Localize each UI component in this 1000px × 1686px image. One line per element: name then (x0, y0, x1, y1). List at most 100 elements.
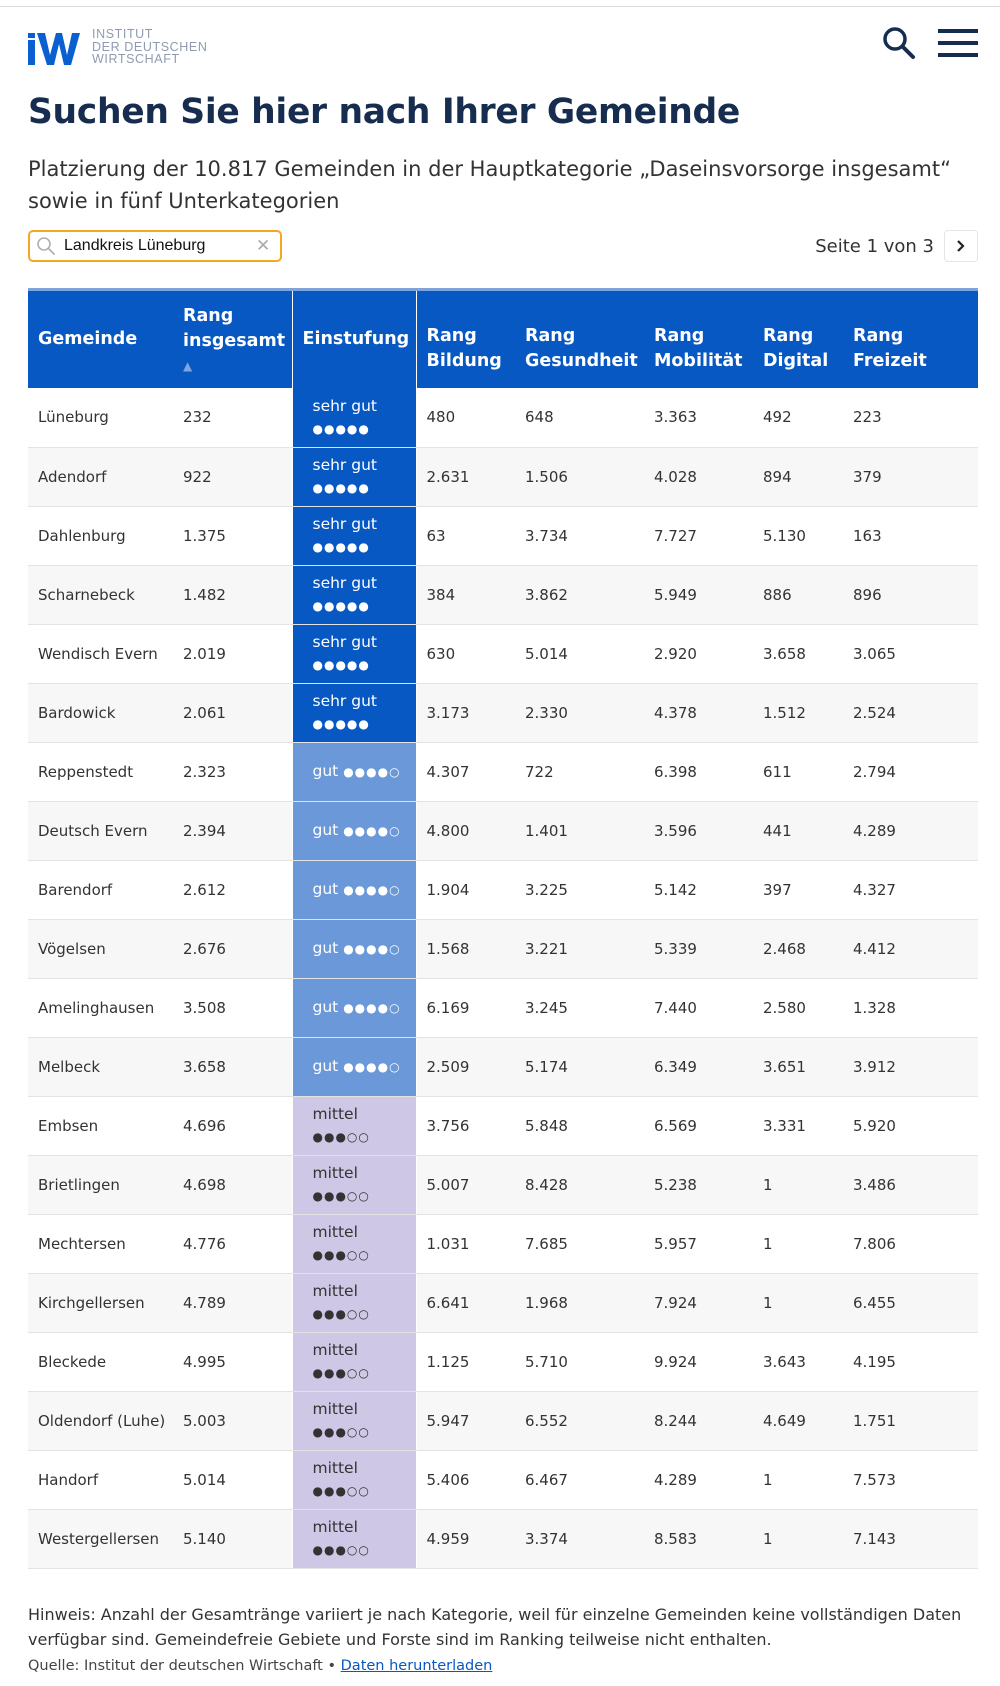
sort-ascending-icon[interactable]: ▲ (183, 358, 193, 373)
table-row[interactable]: Bardowick 2.061 sehr gut ●●●●● 3.173 2.330 4.3… (28, 683, 978, 743)
table-row[interactable]: Amelinghausen 3.508 gut ●●●●○ 6.169 3.245 7.4… (28, 978, 978, 1038)
table-row[interactable]: Kirchgellersen 4.789 mittel ●●●○○ 6.641 1.968… (28, 1273, 978, 1333)
rating-label: mittel (312, 1518, 358, 1536)
cell-rang-gesundheit-value: 3.862 (525, 585, 568, 604)
cell-rang-mobilitaet-value: 3.596 (654, 821, 697, 840)
cell-rang-insgesamt: 2.061 (173, 683, 292, 743)
cell-rang-bildung-value: 3.173 (426, 703, 470, 722)
ranking-table-container[interactable]: Gemeinde Rang insgesamt ▲ Einstufung Ran… (28, 288, 978, 1569)
cell-gemeinde-value: Melbeck (38, 1057, 101, 1076)
table-row[interactable]: Scharnebeck 1.482 sehr gut ●●●●● 384 3.862 5.9… (28, 565, 978, 625)
rating-label: mittel (312, 1400, 358, 1418)
cell-rang-digital-value: 441 (763, 821, 792, 840)
cell-rang-insgesamt-value: 2.676 (183, 939, 226, 958)
cell-rang-mobilitaet-value: 5.339 (654, 939, 697, 958)
clear-search-icon[interactable]: ✕ (256, 236, 271, 256)
table-row[interactable]: Vögelsen 2.676 gut ●●●●○ 1.568 3.221 5.339 2.4… (28, 919, 978, 979)
cell-rang-freizeit: 1.328 (843, 978, 978, 1038)
cell-rang-bildung-value: 384 (426, 585, 456, 604)
cell-rang-bildung: 3.173 (416, 683, 515, 743)
cell-rang-freizeit-value: 4.195 (853, 1352, 896, 1371)
search-input[interactable] (64, 237, 254, 255)
cell-einstufung: mittel ●●●○○ (291, 1450, 417, 1510)
rating-label: mittel (312, 1459, 358, 1477)
cell-rang-mobilitaet: 4.028 (644, 447, 753, 507)
cell-rang-digital-value: 5.130 (763, 526, 806, 545)
cell-gemeinde-value: Dahlenburg (38, 526, 126, 545)
rating-dots: ●●●●● (312, 540, 370, 554)
cell-rang-freizeit: 3.912 (843, 1037, 978, 1097)
cell-gemeinde-value: Embsen (38, 1116, 99, 1135)
rating-dots: ●●●○○ (312, 1425, 370, 1439)
cell-rang-mobilitaet: 6.349 (644, 1037, 753, 1097)
search-field[interactable]: ✕ (28, 230, 282, 262)
cell-gemeinde-value: Deutsch Evern (38, 821, 148, 840)
col-header-rang-bildung[interactable]: Rang Bildung (416, 291, 515, 388)
col-header-rang-freizeit[interactable]: Rang Freizeit (843, 291, 978, 388)
cell-rang-digital: 4.649 (753, 1391, 843, 1451)
hamburger-menu-icon[interactable] (938, 26, 978, 60)
cell-rang-digital: 886 (753, 565, 843, 625)
table-row[interactable]: Oldendorf (Luhe) 5.003 mittel ●●●○○ 5.947 6.5… (28, 1391, 978, 1451)
cell-gemeinde: Embsen (28, 1096, 173, 1156)
cell-rang-insgesamt-value: 2.019 (183, 644, 226, 663)
cell-rang-gesundheit-value: 8.428 (525, 1175, 568, 1194)
table-row[interactable]: Wendisch Evern 2.019 sehr gut ●●●●● 630 5.014… (28, 624, 978, 684)
table-row[interactable]: Westergellersen 5.140 mittel ●●●○○ 4.959 3.37… (28, 1509, 978, 1569)
cell-rang-freizeit-value: 7.143 (853, 1529, 896, 1548)
cell-gemeinde-value: Brietlingen (38, 1175, 120, 1194)
col-header-rang-insgesamt[interactable]: Rang insgesamt ▲ (173, 291, 293, 388)
table-row[interactable]: Handorf 5.014 mittel ●●●○○ 5.406 6.467 4.289 1 7… (28, 1450, 978, 1510)
cell-rang-bildung: 5.947 (416, 1391, 515, 1451)
rating-dots: ●●●●● (312, 658, 370, 672)
col-header-rang-mobilitaet[interactable]: Rang Mobilität (644, 291, 753, 388)
table-row[interactable]: Adendorf 922 sehr gut ●●●●● 2.631 1.506 4.028 8… (28, 447, 978, 507)
col-header-einstufung[interactable]: Einstufung (291, 291, 417, 388)
cell-rang-insgesamt-value: 232 (183, 408, 212, 427)
cell-rang-mobilitaet: 7.440 (644, 978, 753, 1038)
cell-gemeinde: Dahlenburg (28, 506, 173, 566)
cell-gemeinde: Oldendorf (Luhe) (28, 1391, 173, 1451)
table-row[interactable]: Barendorf 2.612 gut ●●●●○ 1.904 3.225 5.142 39… (28, 860, 978, 920)
table-row[interactable]: Bleckede 4.995 mittel ●●●○○ 1.125 5.710 9.924 3… (28, 1332, 978, 1392)
rating-dots: ●●●●○ (343, 765, 401, 779)
download-data-link[interactable]: Daten herunterladen (340, 1658, 493, 1674)
iw-logo[interactable]: INSTITUT DER DEUTSCHEN WIRTSCHAFT (28, 25, 207, 69)
page-subtitle: Platzierung der 10.817 Gemeinden in der … (28, 157, 951, 213)
cell-rang-gesundheit: 2.330 (515, 683, 644, 743)
cell-rang-bildung: 4.959 (416, 1509, 515, 1569)
col-header-rang-gesundheit[interactable]: Rang Gesundheit (515, 291, 644, 388)
cell-rang-bildung-value: 630 (426, 644, 456, 663)
cell-rang-gesundheit: 5.848 (515, 1096, 644, 1156)
cell-rang-freizeit-value: 896 (853, 585, 882, 604)
col-header-gemeinde[interactable]: Gemeinde (28, 291, 173, 388)
cell-rang-digital-value: 3.651 (763, 1057, 806, 1076)
table-row[interactable]: Melbeck 3.658 gut ●●●●○ 2.509 5.174 6.349 3.65… (28, 1037, 978, 1097)
cell-rang-insgesamt-value: 2.061 (183, 703, 226, 722)
table-row[interactable]: Reppenstedt 2.323 gut ●●●●○ 4.307 722 6.398 61… (28, 742, 978, 802)
table-row[interactable]: Dahlenburg 1.375 sehr gut ●●●●● 63 3.734 7.727… (28, 506, 978, 566)
cell-rang-mobilitaet: 5.949 (644, 565, 753, 625)
cell-einstufung: mittel ●●●○○ (291, 1332, 417, 1392)
cell-rang-bildung: 63 (416, 506, 515, 566)
cell-rang-mobilitaet-value: 6.569 (654, 1116, 697, 1135)
col-header-rang-digital[interactable]: Rang Digital (753, 291, 843, 388)
cell-rang-bildung-value: 4.307 (426, 762, 470, 781)
cell-rang-digital: 5.130 (753, 506, 843, 566)
search-icon[interactable] (882, 26, 916, 60)
rating-dots: ●●●●● (312, 421, 370, 436)
cell-rang-bildung-value: 5.947 (426, 1411, 470, 1430)
table-row[interactable]: Deutsch Evern 2.394 gut ●●●●○ 4.800 1.401 3.5… (28, 801, 978, 861)
cell-gemeinde: Reppenstedt (28, 742, 173, 802)
cell-rang-digital-value: 1 (763, 1234, 773, 1253)
table-row[interactable]: Brietlingen 4.698 mittel ●●●○○ 5.007 8.428 5.2… (28, 1155, 978, 1215)
next-page-button[interactable] (944, 230, 978, 262)
table-row[interactable]: Lüneburg 232 sehr gut ●●●●● 480 648 3.363 492 22… (28, 388, 978, 448)
cell-rang-gesundheit: 722 (515, 742, 644, 802)
cell-gemeinde: Lüneburg (28, 388, 173, 448)
table-row[interactable]: Embsen 4.696 mittel ●●●○○ 3.756 5.848 6.569 3.3… (28, 1096, 978, 1156)
table-row[interactable]: Mechtersen 4.776 mittel ●●●○○ 1.031 7.685 5.95… (28, 1214, 978, 1274)
col-header-label: Gesundheit (525, 351, 638, 371)
cell-gemeinde-value: Kirchgellersen (38, 1293, 145, 1312)
cell-rang-insgesamt-value: 4.698 (183, 1175, 226, 1194)
